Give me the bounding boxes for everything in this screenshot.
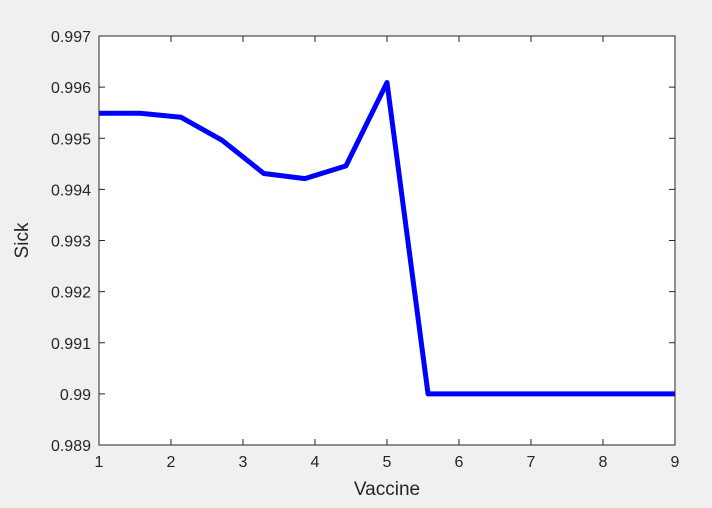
data-series (99, 80, 675, 397)
plot-area (99, 36, 675, 445)
y-tick-label: 0.995 (51, 131, 91, 148)
x-tick-label: 5 (383, 454, 392, 471)
x-axis-label: Vaccine (354, 479, 420, 500)
x-tick-label: 2 (167, 454, 176, 471)
x-tick-label: 8 (599, 454, 608, 471)
y-tick-label: 0.997 (51, 29, 91, 46)
y-tick-label: 0.993 (51, 234, 91, 251)
x-tick-label: 4 (311, 454, 320, 471)
x-tick-label: 1 (95, 454, 104, 471)
y-axis-label: Sick (12, 222, 33, 258)
y-tick-label: 0.991 (51, 336, 91, 353)
y-tick-label: 0.99 (60, 387, 91, 404)
x-tick-label: 7 (527, 454, 536, 471)
y-tick-label: 0.989 (51, 438, 91, 455)
y-tick-label: 0.994 (51, 182, 91, 199)
y-tick-label: 0.996 (51, 80, 91, 97)
series-line (99, 80, 675, 397)
x-tick-label: 6 (455, 454, 464, 471)
x-tick-label: 9 (671, 454, 680, 471)
tick-labels: 1 2 3 4 5 6 7 8 9 0.989 0.99 0.991 0.992 0.993 0.994 0.… (51, 29, 680, 471)
y-tick-label: 0.992 (51, 285, 91, 302)
x-tick-label: 3 (239, 454, 248, 471)
plot-frame (98, 35, 676, 446)
